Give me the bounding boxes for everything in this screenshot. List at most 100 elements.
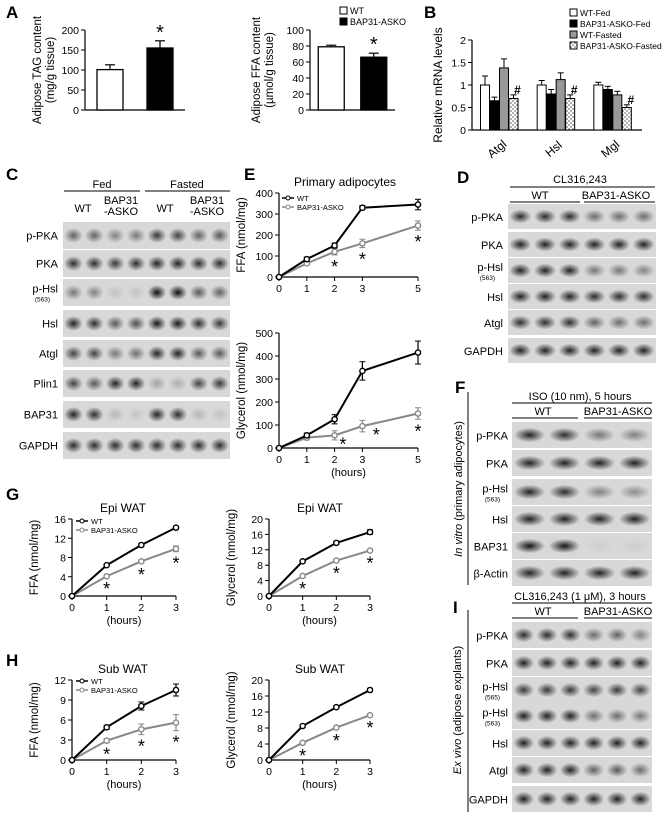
C-band — [189, 345, 209, 362]
H1-star: * — [172, 733, 179, 753]
C-band — [168, 375, 188, 392]
D-band — [558, 237, 581, 252]
I-band — [629, 762, 651, 778]
I-band — [606, 682, 628, 698]
D-band — [558, 263, 581, 278]
G2-data-point — [366, 547, 374, 554]
I-band — [513, 627, 535, 643]
I-side-label-rest: (adipose explants) — [452, 646, 464, 739]
C-band — [84, 227, 104, 244]
G1-star: * — [138, 565, 145, 585]
H2-star: * — [366, 718, 373, 738]
B-bar — [621, 107, 632, 131]
I-side-label-italic: Ex vivo — [452, 739, 464, 774]
C-band — [84, 406, 104, 423]
I-band — [513, 655, 535, 671]
G2-y-tick-label: 16 — [251, 529, 263, 541]
F-band — [548, 538, 581, 554]
D-row-sublabel: (563) — [480, 275, 495, 282]
E2-data-point — [359, 367, 366, 375]
E1-x-tick-label: 0 — [276, 283, 282, 295]
C-band — [126, 406, 146, 423]
D-row-label: p-PKA — [471, 212, 503, 224]
F-row-label: β-Actin — [474, 569, 508, 581]
I-band — [606, 627, 628, 643]
F-band — [583, 484, 616, 500]
D-blot-strip — [508, 338, 656, 363]
G1-y-tick-label: 0 — [60, 591, 66, 603]
C-band — [168, 315, 188, 332]
H1-title: Sub WAT — [98, 662, 149, 676]
B-bar — [489, 100, 500, 131]
I-band — [559, 791, 581, 807]
D-band — [583, 343, 606, 358]
H1-x-tick-label: 3 — [173, 766, 179, 778]
C-row-label: BAP31 — [24, 410, 58, 422]
B-bar — [555, 79, 566, 131]
I-blot-strip — [512, 677, 652, 703]
E1-data-point — [331, 242, 338, 249]
panel-letter-a: A — [6, 3, 18, 22]
H2-y-label: Glycerol (nmol/mg) — [226, 671, 238, 768]
A2-legend-label: BAP31-ASKO — [350, 17, 406, 27]
D-band — [583, 237, 606, 252]
D-band — [558, 343, 581, 358]
I-side-label: Ex vivo (adipose explants) — [452, 646, 464, 774]
G1-data-point — [172, 524, 180, 531]
F-title: ISO (10 nm), 5 hours — [529, 391, 632, 403]
G2-data-point — [366, 528, 374, 536]
C-band — [189, 375, 209, 392]
panel-letter-h: H — [6, 651, 18, 670]
F-ko-label: BAP31-ASKO — [584, 406, 653, 418]
E2-data-point — [359, 422, 366, 430]
G1-data-point — [103, 561, 110, 569]
F-band — [513, 484, 546, 500]
C-band — [210, 375, 229, 392]
C-ko-label: BAP31 — [190, 195, 224, 207]
D-row-label: PKA — [481, 240, 504, 252]
E1-y-tick-label: 400 — [255, 188, 273, 200]
A2-y-label: Adipose FFA content(µmol/g tissue) — [251, 16, 276, 123]
E1-legend-label: BAP31-ASKO — [297, 203, 344, 212]
H1-data-point — [103, 724, 110, 731]
F-band — [548, 455, 581, 471]
H2-data-point — [333, 724, 340, 731]
chart-a2: 0 20 40 60 80 100 Adipose FFA content(µmol/g t… — [251, 6, 406, 123]
B-y-tick-label: 1 — [460, 80, 466, 92]
G2-x-label: (hours) — [302, 615, 337, 627]
H2-data-point — [366, 711, 374, 719]
G1-star: * — [172, 554, 179, 574]
A2-y-tick-label: 100 — [286, 25, 304, 37]
I-band — [536, 627, 558, 643]
H1-star: * — [103, 745, 110, 765]
H1-x-tick-label: 0 — [69, 766, 75, 778]
C-band — [84, 345, 104, 362]
I-band — [606, 791, 628, 807]
I-band — [536, 708, 558, 724]
E2-y-label: Glycerol (nmol/mg) — [236, 342, 248, 439]
I-band — [559, 708, 581, 724]
A1-y-label-line: Adipose TAG content — [32, 15, 44, 124]
B-legend-swatch — [569, 41, 578, 50]
I-band — [583, 655, 605, 671]
C-band — [64, 406, 83, 423]
B-bar — [508, 98, 519, 131]
G2-data-point — [333, 539, 340, 547]
B-bar — [480, 84, 490, 131]
B-legend-swatch — [569, 8, 578, 17]
E1-y-tick-label: 0 — [267, 272, 273, 284]
G1-legend-marker — [79, 527, 85, 533]
F-side-label-italic: In vitro — [453, 524, 465, 557]
C-band — [84, 255, 104, 272]
H1-x-tick-label: 1 — [104, 766, 110, 778]
E1-title: Primary adipocytes — [294, 175, 396, 189]
A2-bar-1 — [317, 46, 345, 111]
I-wt-label: WT — [534, 606, 551, 618]
panel-letter-i: I — [453, 598, 458, 617]
C-band — [147, 345, 167, 362]
I-band — [536, 762, 558, 778]
D-band — [558, 209, 581, 224]
G1-title: Epi WAT — [100, 501, 147, 515]
